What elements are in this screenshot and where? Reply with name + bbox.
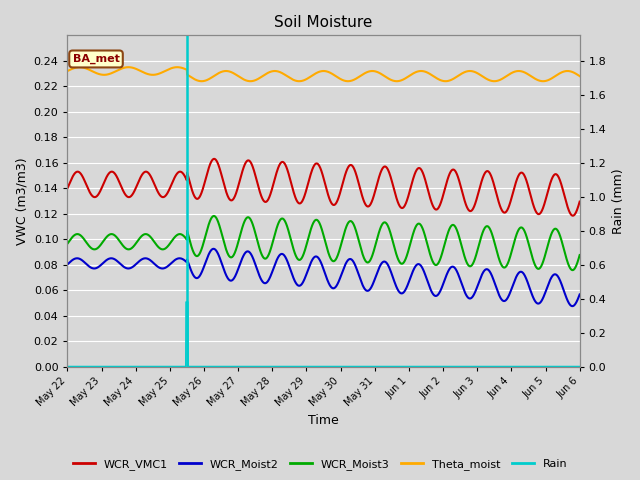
- Text: BA_met: BA_met: [72, 54, 120, 64]
- Y-axis label: VWC (m3/m3): VWC (m3/m3): [15, 157, 28, 245]
- Legend: WCR_VMC1, WCR_Moist2, WCR_Moist3, Theta_moist, Rain: WCR_VMC1, WCR_Moist2, WCR_Moist3, Theta_…: [68, 455, 572, 474]
- Title: Soil Moisture: Soil Moisture: [275, 15, 372, 30]
- X-axis label: Time: Time: [308, 414, 339, 427]
- Y-axis label: Rain (mm): Rain (mm): [612, 168, 625, 234]
